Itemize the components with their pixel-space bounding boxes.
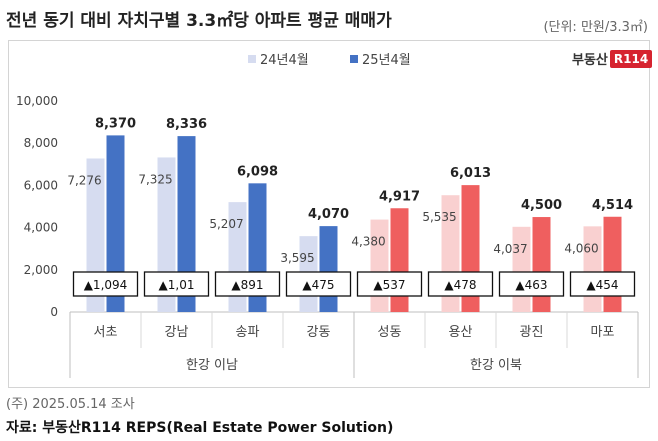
value-label-25y4m: 4,917 [379, 189, 420, 204]
value-label-24y4m: 5,207 [209, 217, 243, 231]
group-label: 한강 이북 [470, 358, 522, 373]
value-label-24y4m: 7,325 [138, 172, 172, 186]
y-tick-label: 10,000 [16, 94, 58, 108]
bar-25y4m [177, 136, 196, 312]
change-box [498, 271, 565, 297]
change-label: ▲463 [515, 278, 547, 292]
bar-25y4m [532, 217, 551, 312]
category-label: 강동 [307, 325, 331, 340]
y-tick-label: 0 [50, 305, 58, 319]
category-label: 강남 [165, 325, 189, 340]
value-label-25y4m: 6,013 [450, 166, 491, 181]
bar-24y4m [512, 226, 531, 312]
value-label-24y4m: 3,595 [280, 251, 314, 265]
category-label: 광진 [520, 325, 544, 340]
value-label-25y4m: 8,336 [166, 117, 207, 132]
y-tick-label: 8,000 [24, 136, 58, 150]
brand-text: 부동산 [572, 53, 608, 68]
bar-24y4m [583, 226, 602, 312]
value-label-24y4m: 5,535 [422, 210, 456, 224]
change-label: ▲454 [586, 278, 618, 292]
group-label: 한강 이남 [186, 358, 238, 373]
bar-24y4m [370, 219, 389, 312]
change-box [72, 271, 139, 297]
unit-label: (단위: 만원/3.3㎡) [543, 20, 648, 35]
change-label: ▲478 [444, 278, 476, 292]
value-label-24y4m: 4,380 [351, 235, 385, 249]
change-box [427, 271, 494, 297]
value-label-24y4m: 7,276 [67, 173, 101, 187]
value-label-25y4m: 4,070 [308, 207, 349, 222]
value-label-25y4m: 8,370 [95, 116, 136, 131]
brand-box: R114 [609, 49, 653, 68]
category-label: 성동 [378, 325, 402, 340]
legend-swatch [248, 55, 256, 63]
y-tick-label: 4,000 [24, 221, 58, 235]
value-label-24y4m: 4,037 [493, 242, 527, 256]
category-label: 송파 [236, 325, 260, 340]
brand-logo: 부동산 R114 [572, 48, 653, 70]
survey-note: (주) 2025.05.14 조사 [6, 397, 135, 412]
change-label: ▲891 [231, 278, 263, 292]
chart-title: 전년 동기 대비 자치구별 3.3㎡당 아파트 평균 매매가 [6, 11, 392, 31]
y-tick-label: 6,000 [24, 178, 58, 192]
change-label: ▲475 [302, 278, 334, 292]
change-box [569, 271, 636, 297]
value-label-25y4m: 6,098 [237, 164, 278, 179]
y-tick-label: 2,000 [24, 263, 58, 277]
change-box [285, 271, 352, 297]
bar-25y4m [106, 135, 125, 312]
category-label: 서초 [94, 325, 118, 340]
bar-25y4m [319, 226, 338, 312]
value-label-24y4m: 4,060 [564, 241, 598, 255]
legend-swatch [350, 55, 358, 63]
change-label: ▲537 [373, 278, 405, 292]
source-note: 자료: 부동산R114 REPS(Real Estate Power Solut… [6, 420, 394, 436]
change-label: ▲1,01 [159, 278, 195, 292]
change-box [214, 271, 281, 297]
category-label: 마포 [591, 325, 615, 340]
chart-frame [8, 40, 650, 388]
bar-25y4m [603, 216, 622, 312]
change-box [143, 271, 210, 297]
value-label-25y4m: 4,500 [521, 198, 562, 213]
legend-label: 25년4월 [362, 53, 411, 68]
legend-label: 24년4월 [260, 53, 309, 68]
change-box [356, 271, 423, 297]
change-label: ▲1,094 [84, 278, 128, 292]
value-label-25y4m: 4,514 [592, 198, 633, 213]
category-label: 용산 [449, 325, 473, 340]
